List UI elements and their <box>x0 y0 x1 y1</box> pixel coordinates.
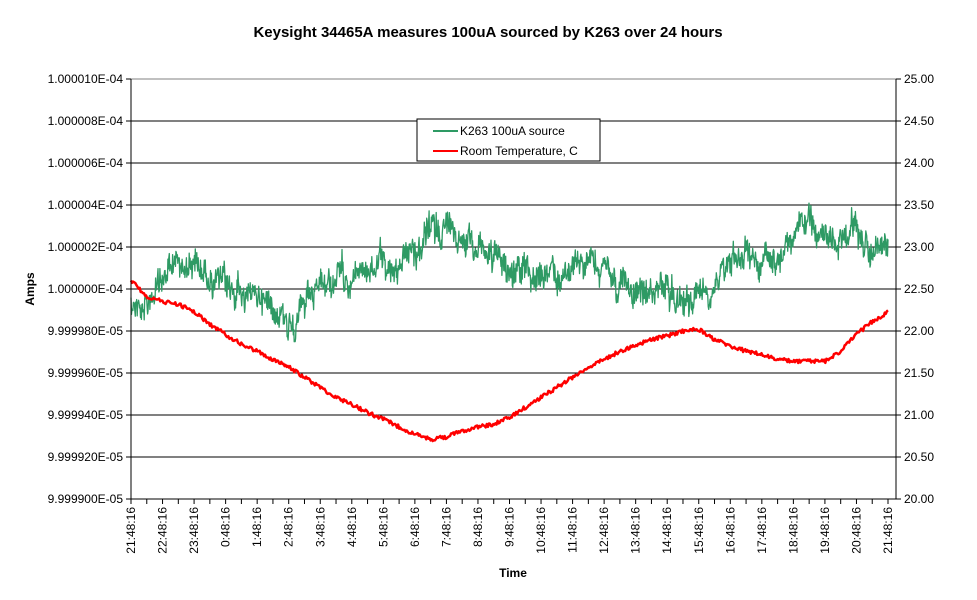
y-tick-label: 1.000002E-04 <box>48 240 124 254</box>
x-tick-label: 11:48:16 <box>566 507 580 553</box>
x-tick-label: 7:48:16 <box>439 507 453 547</box>
legend-box <box>416 118 601 162</box>
x-tick-label: 1:48:16 <box>250 507 264 547</box>
y2-tick-label: 21.00 <box>904 408 934 422</box>
x-tick-label: 20:48:16 <box>849 507 863 554</box>
x-tick-label: 15:48:16 <box>692 507 706 554</box>
y2-tick-label: 21.50 <box>904 366 934 380</box>
y2-tick-label: 23.50 <box>904 198 934 212</box>
series-line-temperature <box>129 279 889 443</box>
x-tick-label: 5:48:16 <box>376 507 390 547</box>
y-tick-label: 9.999920E-05 <box>48 450 124 464</box>
y-axis-label: Amps <box>23 272 37 306</box>
x-tick-label: 19:48:16 <box>818 507 832 554</box>
y2-tick-label: 22.00 <box>904 324 934 338</box>
series-lines <box>129 202 889 443</box>
x-tick-label: 0:48:16 <box>219 507 233 547</box>
chart-title: Keysight 34465A measures 100uA sourced b… <box>253 24 722 41</box>
x-tick-label: 3:48:16 <box>313 507 327 547</box>
y-axis-left-ticks: 9.999900E-05 9.999920E-05 9.999940E-05 9.99… <box>48 72 131 506</box>
x-tick-label: 2:48:16 <box>282 507 296 547</box>
x-tick-label: 18:48:16 <box>786 507 800 554</box>
x-tick-label: 13:48:16 <box>629 507 643 554</box>
y-tick-label: 1.000004E-04 <box>48 198 124 212</box>
y-tick-label: 1.000010E-04 <box>48 72 124 86</box>
y-tick-label: 1.000000E-04 <box>48 282 124 296</box>
y2-tick-label: 22.50 <box>904 282 934 296</box>
x-tick-label: 17:48:16 <box>755 507 769 554</box>
x-tick-label: 21:48:16 <box>881 507 895 554</box>
x-tick-label: 16:48:16 <box>723 507 737 554</box>
y-tick-label: 9.999900E-05 <box>48 492 124 506</box>
legend: K263 100uA source Room Temperature, C <box>416 118 601 162</box>
x-tick-label: 23:48:16 <box>187 507 201 554</box>
legend-label-current: K263 100uA source <box>460 124 565 138</box>
y2-tick-label: 24.00 <box>904 156 934 170</box>
x-tick-label: 22:48:16 <box>156 507 170 554</box>
x-tick-label: 14:48:16 <box>660 507 674 554</box>
y-tick-label: 9.999940E-05 <box>48 408 124 422</box>
y-tick-label: 1.000008E-04 <box>48 114 124 128</box>
x-tick-label: 8:48:16 <box>471 507 485 547</box>
y2-tick-label: 23.00 <box>904 240 934 254</box>
x-axis-ticks: 21:48:16 22:48:16 23:48:16 0:48:16 1:48:16 2:… <box>124 499 895 554</box>
x-tick-label: 21:48:16 <box>124 507 138 554</box>
y2-tick-label: 20.00 <box>904 492 934 506</box>
legend-label-temperature: Room Temperature, C <box>460 144 578 158</box>
x-tick-label: 6:48:16 <box>408 507 422 547</box>
y2-tick-label: 24.50 <box>904 114 934 128</box>
y-tick-label: 9.999980E-05 <box>48 324 124 338</box>
x-tick-label: 9:48:16 <box>503 507 517 547</box>
y-tick-label: 1.000006E-04 <box>48 156 124 170</box>
y-tick-label: 9.999960E-05 <box>48 366 124 380</box>
x-tick-label: 4:48:16 <box>345 507 359 547</box>
y2-tick-label: 25.00 <box>904 72 934 86</box>
x-tick-label: 12:48:16 <box>597 507 611 554</box>
y-axis-right-ticks: 20.00 20.50 21.00 21.50 22.00 22.50 23.00 23.50… <box>896 72 934 506</box>
y2-tick-label: 20.50 <box>904 450 934 464</box>
series-line-current <box>130 202 889 343</box>
x-tick-label: 10:48:16 <box>534 507 548 554</box>
x-axis-label: Time <box>499 566 527 580</box>
